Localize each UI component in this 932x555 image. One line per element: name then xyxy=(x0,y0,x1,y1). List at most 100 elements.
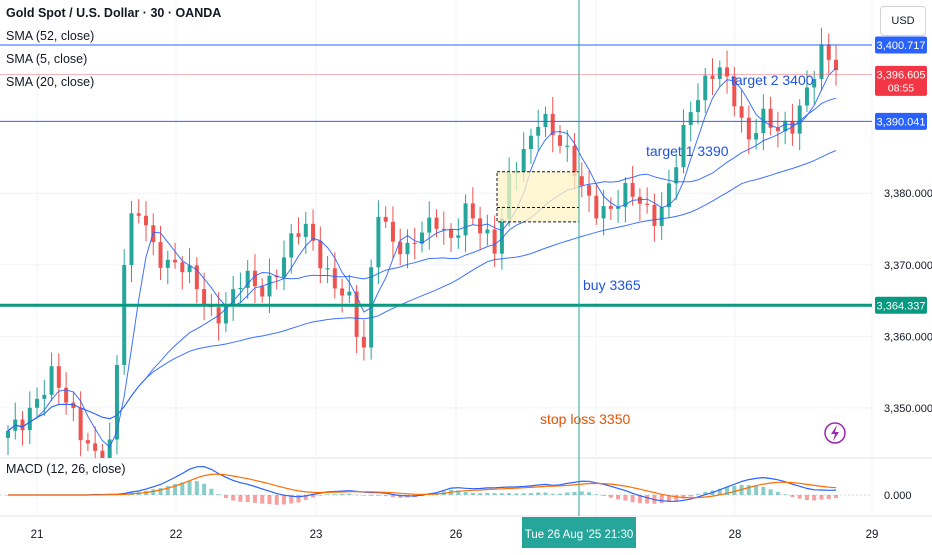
sma-line-52 xyxy=(7,150,837,432)
macd-histogram-bar xyxy=(376,495,381,496)
candle-body xyxy=(49,366,54,395)
candle-body xyxy=(543,113,548,127)
candle-body xyxy=(187,265,192,273)
crosshair-time-text: Tue 26 Aug '25 21:30 xyxy=(525,529,634,541)
candle-body xyxy=(282,257,286,278)
candle-body xyxy=(558,135,562,146)
price-tag-low-text: 3,364.337 xyxy=(877,300,926,312)
candle-body xyxy=(158,242,163,268)
macd-histogram-bar xyxy=(637,495,642,504)
annotation-stop-loss: stop loss 3350 xyxy=(540,411,630,427)
macd-legend[interactable]: MACD (12, 26, close) xyxy=(6,462,126,476)
candle-body xyxy=(27,407,32,431)
candle-body xyxy=(412,242,417,245)
x-tick-label: 22 xyxy=(170,529,183,541)
macd-histogram-bar xyxy=(463,491,468,495)
candle-body xyxy=(78,408,83,441)
candle-body xyxy=(470,203,475,219)
candle-body xyxy=(238,287,243,290)
candle-body xyxy=(819,44,824,79)
price-levels xyxy=(0,44,872,307)
lightning-icon-bolt xyxy=(831,425,839,441)
candle-body xyxy=(398,241,403,255)
candle-body xyxy=(202,289,207,305)
macd-histogram-bar xyxy=(282,495,286,505)
macd-histogram-bar xyxy=(797,495,802,499)
candle-body xyxy=(144,215,148,226)
candle-body xyxy=(775,127,780,132)
candle-body xyxy=(194,265,199,290)
macd-histogram-bar xyxy=(165,486,170,495)
macd-histogram-bar xyxy=(456,490,461,495)
candle-body xyxy=(122,265,127,365)
macd-histogram-bar xyxy=(746,485,751,495)
candle-body xyxy=(318,240,323,269)
macd-histogram-bar xyxy=(536,492,541,495)
macd-histogram-bar xyxy=(289,495,294,504)
macd-histogram-bar xyxy=(194,481,199,495)
candle-body xyxy=(340,288,345,296)
grid xyxy=(0,0,932,517)
candle-body xyxy=(485,229,490,234)
candle-body xyxy=(659,207,664,226)
macd-histogram-bar xyxy=(761,486,766,495)
legend-sma-5[interactable]: SMA (5, close) xyxy=(6,52,88,66)
macd-histogram-bar xyxy=(565,492,570,495)
macd-histogram-bar xyxy=(812,495,817,501)
candle-body xyxy=(550,113,555,136)
macd-histogram-bar xyxy=(216,494,221,495)
macd-histogram-bar xyxy=(558,493,562,495)
y-tick-label: 3,350.000 xyxy=(884,403,932,415)
macd-histogram-bar xyxy=(616,495,621,500)
macd-histogram-bar xyxy=(303,495,308,500)
candle-body xyxy=(703,75,708,101)
candle-body xyxy=(565,145,570,147)
macd-tick-label: 0.000 xyxy=(884,490,912,502)
candle-body xyxy=(420,232,424,244)
legend-sma-20[interactable]: SMA (20, close) xyxy=(6,75,95,89)
macd-histogram-bar xyxy=(688,495,693,497)
macd-histogram-bar xyxy=(354,494,359,496)
legend-sma-52[interactable]: SMA (52, close) xyxy=(6,29,95,43)
macd-histogram-bar xyxy=(158,488,163,495)
candle-body xyxy=(376,216,381,268)
x-tick-label: 21 xyxy=(31,529,44,541)
candle-body xyxy=(826,44,831,60)
candle-body xyxy=(804,87,809,106)
candle-body xyxy=(100,450,105,458)
candle-body xyxy=(732,76,737,107)
candle-body xyxy=(71,402,76,409)
candle-body xyxy=(311,223,316,241)
x-tick-label: 23 xyxy=(310,529,323,541)
macd-histogram-bar xyxy=(151,489,156,495)
macd-histogram-bar xyxy=(804,495,809,501)
candle-body xyxy=(56,366,61,388)
candle-body xyxy=(325,268,330,270)
macd-histogram-bar xyxy=(187,480,192,495)
y-tick-label: 3,360.000 xyxy=(884,331,932,343)
macd-histogram-bar xyxy=(630,495,635,503)
symbol-title: Gold Spot / U.S. Dollar · 30 · OANDA xyxy=(6,6,222,20)
candle-body xyxy=(521,149,526,172)
candle-body xyxy=(361,336,366,348)
macd-histogram-bar xyxy=(645,495,650,504)
candle-body xyxy=(456,235,461,238)
candle-body xyxy=(231,289,236,306)
candle-body xyxy=(42,394,47,399)
candle-body xyxy=(681,124,686,168)
candle-body xyxy=(245,270,250,288)
candle-body xyxy=(180,262,185,273)
macd-histogram-bar xyxy=(274,495,279,505)
macd-histogram-bar xyxy=(311,495,316,498)
candle-body xyxy=(107,439,112,458)
candle-body xyxy=(746,117,751,140)
candle-body xyxy=(754,133,759,140)
macd-histogram-bar xyxy=(608,495,613,498)
macd-histogram-bar xyxy=(717,488,722,495)
candle-body xyxy=(587,185,592,196)
candle-body xyxy=(6,430,10,438)
candle-body xyxy=(783,120,788,132)
currency-button[interactable]: USD xyxy=(880,6,926,36)
macd-histogram-bar xyxy=(492,493,497,495)
